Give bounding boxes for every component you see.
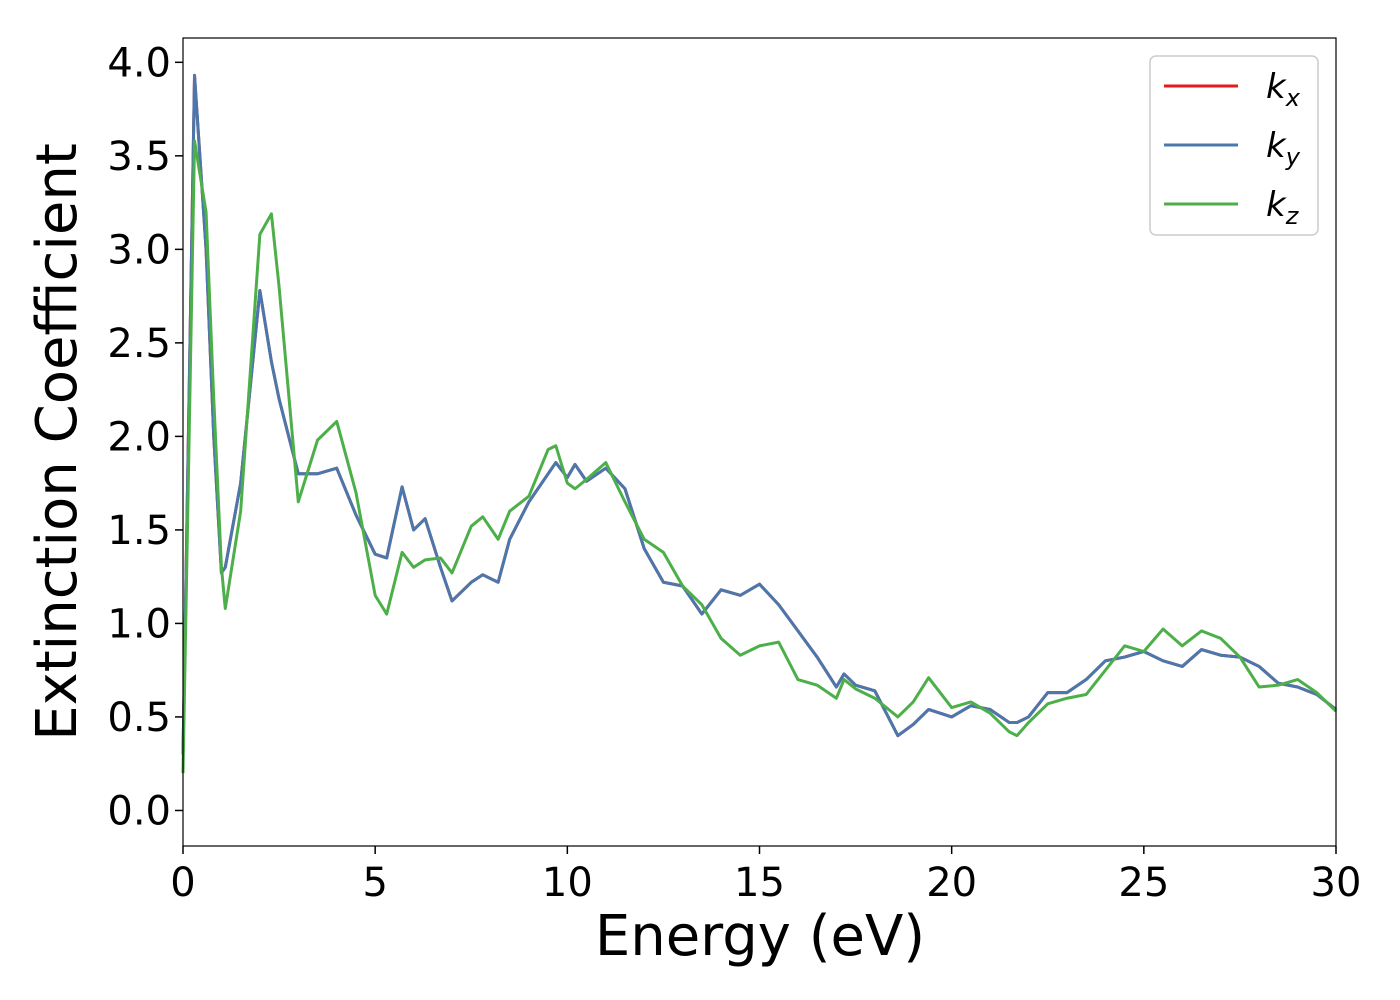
x-tick-label: 25 bbox=[1118, 860, 1169, 906]
x-tick-label: 15 bbox=[734, 860, 785, 906]
y-tick-label: 1.5 bbox=[107, 508, 171, 554]
series-line bbox=[181, 73, 1337, 755]
legend-label: kz bbox=[1266, 185, 1300, 230]
y-tick-label: 2.5 bbox=[107, 321, 171, 367]
y-tick-label: 2.0 bbox=[107, 414, 171, 460]
x-tick-label: 10 bbox=[542, 860, 593, 906]
x-tick-label: 5 bbox=[362, 860, 387, 906]
x-tick-label: 0 bbox=[170, 860, 195, 906]
x-axis-label: Energy (eV) bbox=[595, 904, 925, 969]
y-tick-label: 0.0 bbox=[107, 788, 171, 834]
y-tick-label: 3.5 bbox=[107, 134, 171, 180]
series-line bbox=[181, 139, 1338, 774]
x-tick-label: 30 bbox=[1311, 860, 1362, 906]
y-tick-label: 4.0 bbox=[107, 40, 171, 86]
y-axis-label: Extinction Coefficient bbox=[25, 143, 90, 741]
legend-label: ky bbox=[1266, 126, 1301, 171]
x-tick-label: 20 bbox=[926, 860, 977, 906]
y-tick-label: 3.0 bbox=[107, 227, 171, 273]
y-tick-label: 1.0 bbox=[107, 601, 171, 647]
legend-label: kx bbox=[1266, 67, 1301, 112]
y-tick-label: 0.5 bbox=[107, 695, 171, 741]
plot-frame bbox=[182, 37, 1337, 847]
